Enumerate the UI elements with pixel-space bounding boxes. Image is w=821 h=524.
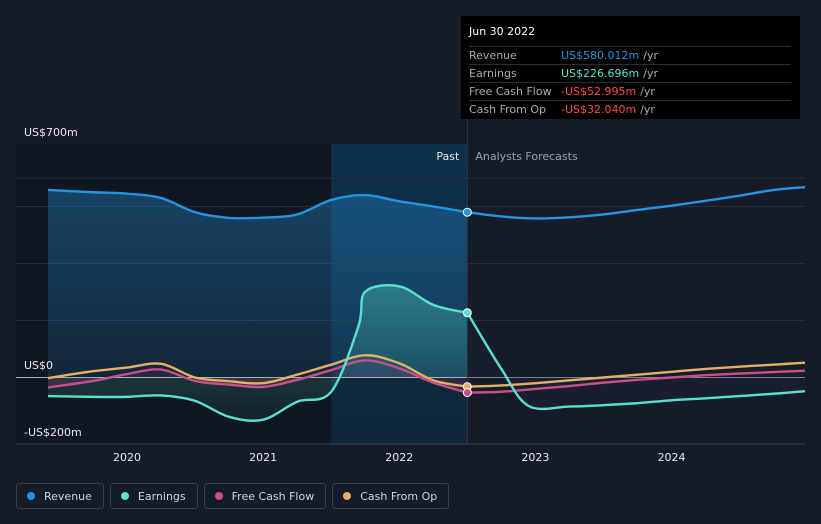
y-axis-label: US$700m	[24, 126, 78, 139]
legend-dot-icon	[343, 492, 352, 500]
legend-label: Earnings	[137, 489, 186, 503]
legend-label: Free Cash Flow	[231, 489, 315, 503]
free-cash-flow-forecast-line	[467, 369, 806, 394]
tooltip-row-revenue: Revenue US$580.012m /yr	[469, 46, 791, 64]
past-label: Past	[436, 150, 460, 163]
x-axis-tick-label: 2023	[521, 451, 549, 464]
x-axis-tick-label: 2022	[385, 451, 413, 464]
tooltip-value: US$226.696m	[561, 67, 640, 80]
forecast-label: Analysts Forecasts	[475, 150, 578, 163]
tooltip-row-earnings: Earnings US$226.696m /yr	[469, 64, 791, 82]
legend-item-earnings[interactable]: Earnings	[109, 483, 198, 509]
data-tooltip: Jun 30 2022 Revenue US$580.012m /yr Earn…	[461, 16, 800, 119]
earnings-forecast-line	[466, 312, 806, 411]
revenue-marker	[462, 207, 472, 217]
legend-dot-icon	[214, 492, 223, 500]
tooltip-unit: /yr	[640, 103, 655, 116]
legend-item-cash-from-op[interactable]: Cash From Op	[332, 483, 450, 509]
legend-label: Cash From Op	[360, 489, 438, 503]
cash-from-op-line	[47, 354, 468, 388]
y-axis-label: -US$200m	[24, 426, 82, 439]
tooltip-row-free-cash-flow: Free Cash Flow -US$52.995m /yr	[469, 82, 791, 100]
free-cash-flow-area	[48, 360, 468, 393]
legend-dot-icon	[27, 492, 35, 500]
x-axis-tick-label: 2024	[658, 451, 686, 464]
tooltip-unit: /yr	[643, 49, 658, 62]
tooltip-value: -US$52.995m	[561, 85, 637, 98]
x-axis-tick-label: 2021	[249, 451, 277, 464]
tooltip-unit: /yr	[643, 67, 658, 80]
earnings-area	[48, 285, 468, 421]
free-cash-flow-line	[47, 359, 468, 394]
earnings-line	[47, 284, 468, 422]
tooltip-label: Cash From Op	[469, 103, 547, 116]
free-cash-flow-marker	[462, 388, 472, 398]
tooltip-value: US$580.012m	[561, 49, 640, 62]
tooltip-value: -US$32.040m	[561, 103, 637, 116]
tooltip-unit: /yr	[640, 85, 655, 98]
tooltip-row-cash-from-op: Cash From Op -US$32.040m /yr	[469, 100, 791, 118]
tooltip-date: Jun 30 2022	[469, 25, 536, 38]
x-axis-tick-label: 2020	[113, 451, 141, 464]
y-axis-label: US$0	[24, 359, 53, 372]
legend-item-revenue[interactable]: Revenue	[16, 483, 104, 509]
chart-legend: Revenue Earnings Free Cash Flow Cash Fro…	[16, 483, 450, 511]
revenue-line	[47, 188, 468, 220]
earnings-marker	[462, 308, 472, 318]
revenue-forecast-line	[467, 185, 806, 220]
tooltip-label: Earnings	[469, 67, 517, 80]
earnings-forecast-area	[467, 312, 805, 409]
legend-item-free-cash-flow[interactable]: Free Cash Flow	[203, 483, 327, 509]
tooltip-label: Revenue	[469, 49, 517, 62]
cash-from-op-forecast-line	[467, 361, 806, 388]
tooltip-label: Free Cash Flow	[469, 85, 552, 98]
legend-dot-icon	[120, 492, 129, 500]
legend-label: Revenue	[44, 489, 92, 503]
